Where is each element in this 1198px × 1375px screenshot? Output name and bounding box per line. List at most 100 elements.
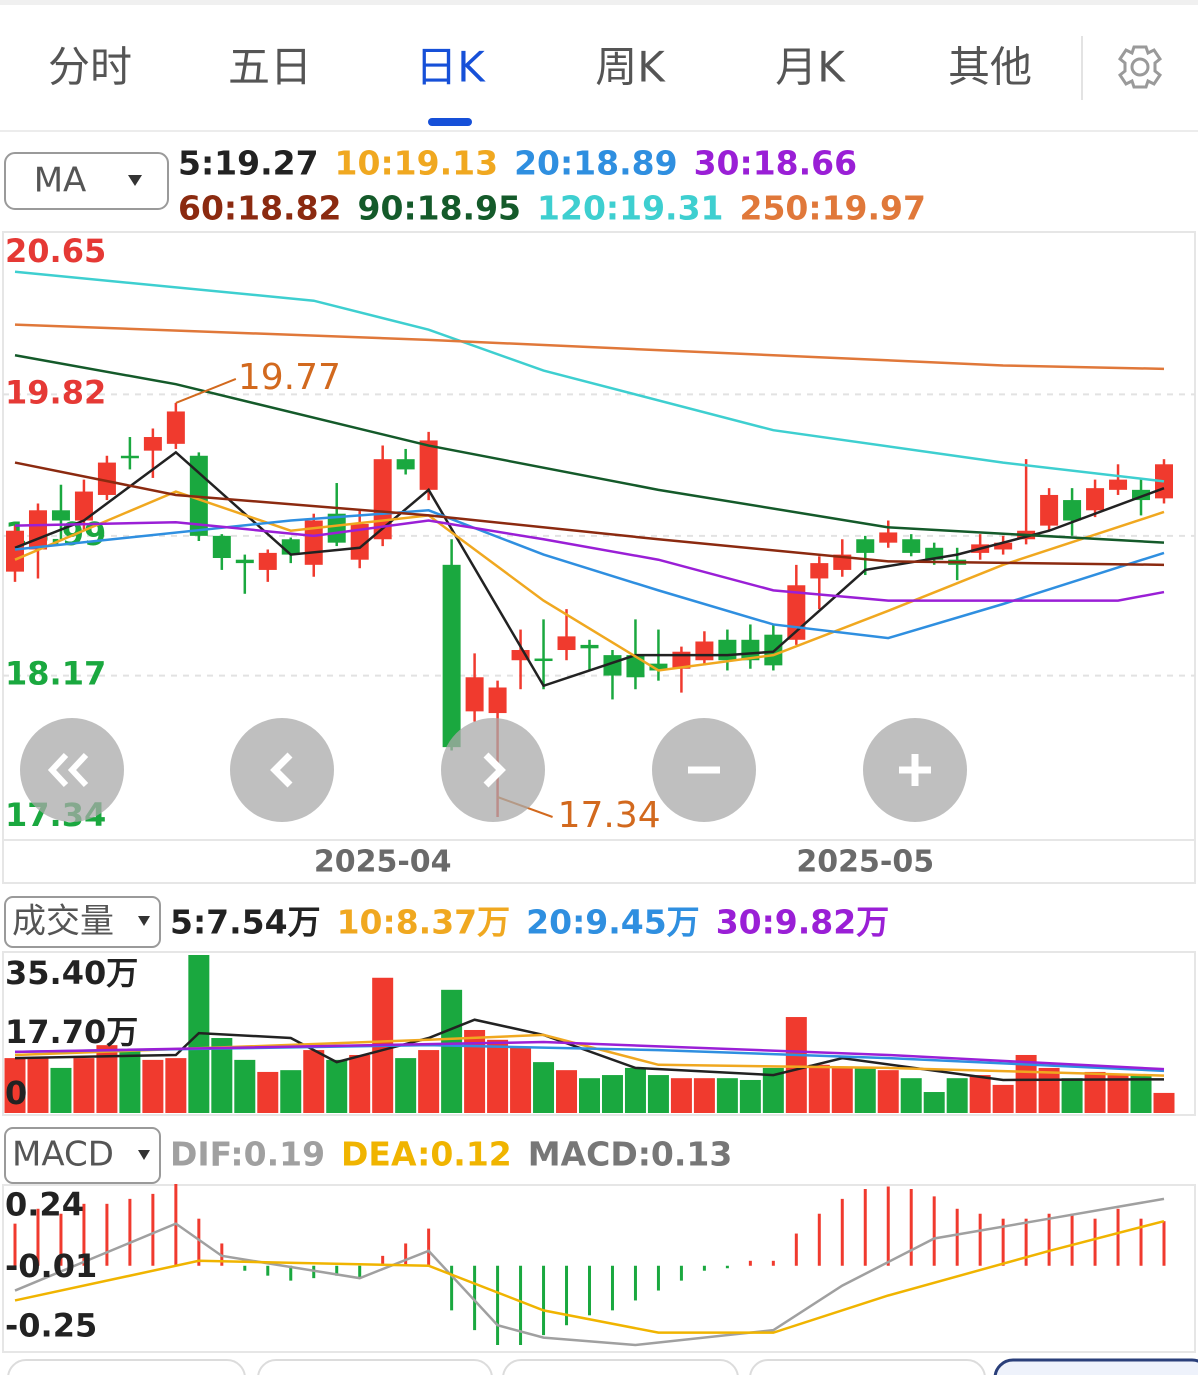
volume-bar: [510, 1047, 532, 1113]
gear-outline: [1117, 45, 1163, 89]
ma-legend: 90:18.95: [358, 189, 522, 228]
candle-body: [902, 539, 921, 553]
x-tick-label: 2025-04: [314, 845, 452, 880]
y-tick-label: 35.40万: [5, 954, 138, 992]
high-label: 19.77: [238, 357, 341, 398]
volume-ma-line: [14, 1033, 1165, 1077]
volume-bar: [326, 1059, 348, 1113]
nav-next[interactable]: [441, 718, 545, 822]
ma-dropdown[interactable]: [4, 152, 169, 210]
volume-bar: [739, 1079, 761, 1113]
volume-bar: [969, 1075, 991, 1113]
ma-line: [14, 323, 1165, 371]
candle-body: [281, 539, 300, 555]
gear-center: [1130, 57, 1150, 77]
volume-dropdown-label: 成交量: [12, 902, 114, 942]
bottom-tab[interactable]: [993, 1358, 1198, 1375]
volume-ma-line: [14, 1018, 1165, 1082]
nav-next-icon: [483, 752, 506, 788]
ma-line: [14, 461, 1165, 567]
candle-body: [1132, 489, 1151, 501]
volume-bar: [831, 1067, 853, 1113]
volume-bar: [992, 1084, 1014, 1113]
volume-bar: [1107, 1075, 1129, 1113]
tab[interactable]: 其他: [948, 43, 1032, 92]
dropdown-arrow: [138, 1150, 150, 1160]
volume-bar: [234, 1059, 256, 1113]
volume-ma-line: [14, 1040, 1165, 1071]
candle-body: [442, 564, 461, 748]
volume-bar: [487, 1039, 509, 1113]
ma-legend: 5:19.27: [178, 144, 319, 183]
volume-bar: [785, 1017, 807, 1113]
candle-body: [51, 510, 70, 521]
tab-indicator: [428, 118, 472, 126]
candle-body: [534, 658, 553, 662]
tab[interactable]: 月K: [775, 43, 846, 92]
low-label: 17.34: [558, 795, 661, 836]
volume-bar: [280, 1070, 302, 1113]
macd-legend: DIF:0.19: [170, 1135, 325, 1174]
volume-bar: [211, 1038, 233, 1113]
tab[interactable]: 五日: [228, 43, 312, 92]
ma-legend: 10:19.13: [335, 144, 499, 183]
candle-body: [1109, 479, 1128, 490]
candle-body: [28, 510, 47, 550]
volume-bar: [670, 1078, 692, 1113]
settings-icon[interactable]: [1117, 45, 1163, 89]
candle-body: [235, 559, 254, 564]
candle-body: [120, 455, 139, 459]
ma-line: [14, 490, 1165, 672]
tab[interactable]: 日K: [415, 43, 486, 92]
volume-bar: [946, 1078, 968, 1113]
volume-bar: [647, 1075, 669, 1113]
y-tick-label: 0: [5, 1074, 27, 1112]
status-strip: [0, 0, 1198, 5]
volume-bar: [1130, 1075, 1152, 1113]
volume-legend: 10:8.37万: [337, 903, 511, 942]
ma-line: [14, 354, 1165, 544]
tab[interactable]: 周K: [595, 43, 666, 92]
bottom-tab[interactable]: [7, 1359, 246, 1375]
bottom-tab[interactable]: [502, 1359, 739, 1375]
candle-body: [143, 437, 162, 451]
volume-legend: 20:9.45万: [526, 903, 700, 942]
candle-body: [695, 641, 714, 661]
volume-bar: [119, 1050, 141, 1113]
nav-prev[interactable]: [230, 718, 334, 822]
volume-bar: [556, 1070, 578, 1113]
candle-body: [419, 440, 438, 490]
ma-legend: 250:19.97: [740, 189, 926, 228]
volume-bar: [601, 1075, 623, 1113]
dropdown-arrow: [128, 175, 142, 186]
volume-bar: [923, 1092, 945, 1113]
candle-body: [925, 547, 944, 560]
volume-legend: 30:9.82万: [716, 903, 890, 942]
tab[interactable]: 分时: [48, 43, 132, 92]
volume-bar: [624, 1067, 646, 1113]
volume-bar: [73, 1058, 95, 1113]
candle-body: [350, 523, 369, 560]
volume-dropdown[interactable]: [4, 896, 161, 948]
candle-body: [810, 563, 829, 579]
ma-line: [14, 270, 1165, 483]
volume-bar: [349, 1054, 371, 1113]
date-row: [2, 839, 1196, 884]
nav-first-icon: [47, 752, 89, 788]
macd-dropdown[interactable]: [4, 1127, 161, 1184]
volume-bar: [1061, 1078, 1083, 1113]
candle-body: [6, 530, 24, 572]
volume-bar: [96, 1045, 118, 1113]
ma-dropdown-label: MA: [34, 161, 87, 201]
candle-body: [1086, 488, 1105, 511]
candle-body: [741, 639, 760, 661]
bottom-tab[interactable]: [749, 1359, 986, 1375]
nav-buttons: [20, 718, 967, 822]
y-tick-label: -0.01: [5, 1247, 97, 1285]
y-tick-label: -0.25: [5, 1307, 97, 1345]
volume-bar: [579, 1078, 600, 1113]
candle-body: [258, 552, 277, 570]
bottom-tab[interactable]: [257, 1359, 493, 1375]
ma-legend: 60:18.82: [178, 189, 342, 228]
y-tick-label: 18.17: [5, 655, 106, 693]
